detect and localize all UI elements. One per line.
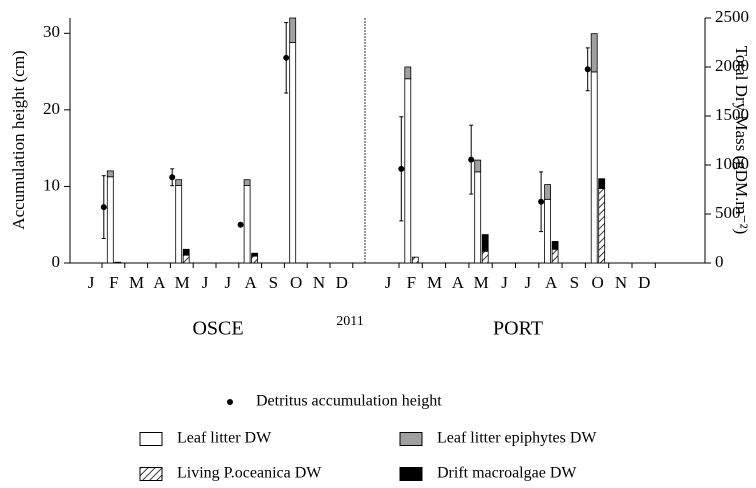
bar-segment — [598, 188, 606, 264]
legend-swatch — [139, 467, 163, 481]
point — [169, 174, 176, 181]
point — [283, 54, 290, 61]
x-tick-label: M — [129, 273, 144, 292]
bar-segment — [598, 178, 606, 189]
y2-tick-label: 0 — [715, 252, 724, 271]
bar-segment — [474, 171, 482, 264]
x-tick-label: J — [224, 273, 231, 292]
bar-segment — [474, 159, 482, 173]
point — [100, 204, 107, 211]
y2-tick-label: 500 — [715, 203, 741, 222]
y2-tick-label: 1000 — [715, 154, 749, 173]
bar-segment — [404, 78, 412, 264]
x-tick-label: N — [313, 273, 325, 292]
y-axis-label: Accumulation height (cm) — [9, 50, 28, 229]
bar-segment — [551, 241, 559, 250]
bar-segment — [175, 179, 183, 186]
point — [237, 221, 244, 228]
point — [398, 165, 405, 172]
x-tick-label: F — [407, 273, 416, 292]
legend-marker — [227, 399, 233, 405]
x-tick-label: J — [88, 273, 95, 292]
x-tick-label: F — [109, 273, 118, 292]
y2-axis-label: Total Dry Mass (gDM.m⁻²) — [732, 46, 751, 235]
x-tick-label: O — [290, 273, 302, 292]
y2-tick-label: 2000 — [715, 56, 749, 75]
legend-label: Leaf litter DW — [177, 430, 272, 447]
x-tick-label: D — [336, 273, 348, 292]
bar-segment — [590, 71, 598, 264]
point — [538, 198, 545, 205]
bar-segment — [590, 33, 598, 73]
bar-segment — [289, 42, 297, 264]
bar-segment — [182, 248, 190, 256]
bar-segment — [114, 261, 122, 264]
x-tick-label: J — [385, 273, 392, 292]
bar-segment — [411, 256, 419, 264]
x-tick-label: O — [592, 273, 604, 292]
bar-segment — [175, 185, 183, 264]
y2-tick-label: 1500 — [715, 105, 749, 124]
bar-segment — [544, 184, 551, 200]
x-tick-label: N — [615, 273, 627, 292]
bar-segment — [251, 252, 259, 257]
bar-segment — [481, 250, 489, 264]
bar-segment — [106, 170, 114, 178]
x-tick-label: A — [545, 273, 558, 292]
bar-segment — [243, 179, 251, 186]
panel-title: PORT — [493, 318, 543, 340]
x-tick-label: S — [269, 273, 278, 292]
legend-label: Leaf litter epiphytes DW — [437, 430, 597, 447]
bar-segment — [544, 198, 551, 264]
x-axis-label: 2011 — [336, 314, 363, 329]
legend-swatch — [139, 432, 163, 446]
x-tick-label: J — [202, 273, 209, 292]
bar-segment — [251, 255, 259, 264]
x-tick-label: A — [452, 273, 465, 292]
x-tick-label: S — [570, 273, 579, 292]
point — [468, 156, 475, 163]
x-tick-label: J — [524, 273, 531, 292]
legend-swatch — [399, 432, 423, 446]
legend-label: Detritus accumulation height — [256, 393, 442, 410]
y-tick-label: 30 — [43, 22, 60, 41]
bar-segment — [182, 254, 190, 264]
x-tick-label: M — [175, 273, 190, 292]
y-tick-label: 10 — [43, 175, 60, 194]
legend-label: Drift macroalgae DW — [437, 465, 577, 482]
point — [584, 66, 591, 73]
x-tick-label: J — [501, 273, 508, 292]
legend-label: Living P.oceanica DW — [177, 465, 322, 482]
legend-swatch — [399, 467, 423, 481]
panel-title: OSCE — [192, 318, 243, 340]
x-tick-label: A — [153, 273, 166, 292]
y-tick-label: 20 — [43, 99, 60, 118]
bar-segment — [551, 248, 559, 264]
bar-segment — [481, 234, 489, 252]
bar-segment — [404, 66, 412, 80]
bar-segment — [243, 185, 251, 264]
x-tick-label: A — [244, 273, 257, 292]
bar-segment — [289, 17, 297, 43]
x-tick-label: M — [474, 273, 489, 292]
y2-tick-label: 2500 — [715, 7, 749, 26]
x-tick-label: M — [427, 273, 442, 292]
x-tick-label: D — [638, 273, 650, 292]
y-tick-label: 0 — [52, 252, 61, 271]
bar-segment — [106, 176, 114, 264]
